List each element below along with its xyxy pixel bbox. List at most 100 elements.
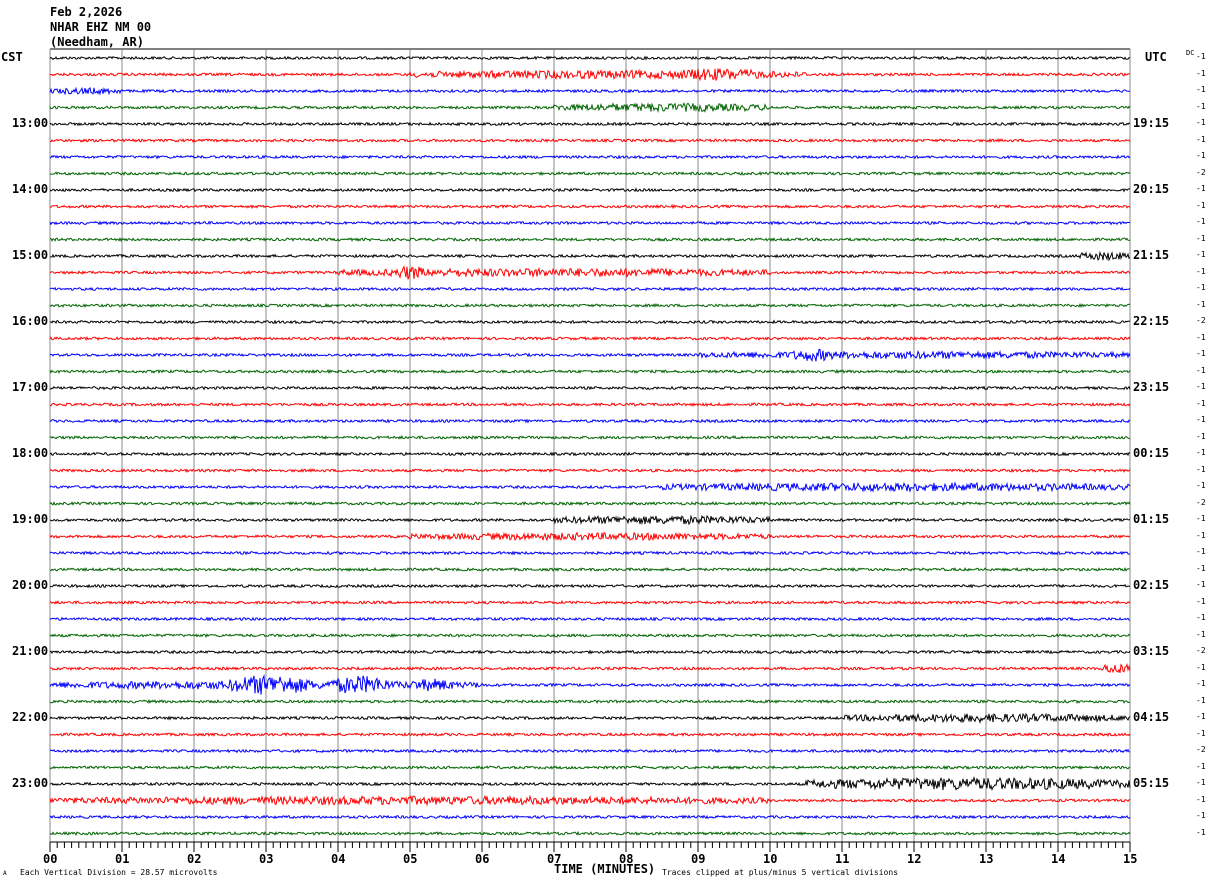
dc-offset-label: -1 [1196, 481, 1206, 490]
dc-offset-label: -2 [1196, 497, 1206, 507]
dc-offset-label: -1 [1196, 134, 1206, 144]
dc-offset-label: -1 [1196, 266, 1206, 276]
dc-offset-label: -1 [1196, 629, 1206, 639]
dc-offset-label: -1 [1196, 662, 1206, 672]
seismic-trace [49, 698, 1131, 705]
seismic-trace [49, 748, 1131, 754]
seismic-trace [49, 632, 1131, 639]
seismic-trace [49, 435, 1131, 440]
dc-offset-label: -1 [1196, 431, 1206, 441]
x-tick-label: 11 [835, 852, 850, 866]
left-hour-label: 17:00 [12, 380, 49, 394]
dc-offset-label: -1 [1196, 332, 1206, 342]
left-hour-label: 15:00 [12, 248, 49, 262]
seismic-trace [49, 368, 1131, 375]
dc-offset-label: -1 [1196, 349, 1206, 358]
dc-offset-label: -1 [1196, 464, 1206, 474]
seismic-trace [49, 550, 1130, 556]
seismic-trace [49, 712, 1131, 724]
dc-offset-label: -1 [1196, 52, 1206, 61]
seismic-trace [49, 265, 1131, 280]
seismic-trace [50, 514, 1131, 526]
scale-note: Each Vertical Division = 28.57 microvolt… [20, 868, 218, 877]
x-tick-label: 09 [691, 852, 706, 866]
seismic-trace [49, 203, 1131, 210]
dc-offset-label: -1 [1196, 679, 1206, 688]
seismic-trace [49, 467, 1131, 474]
right-hour-label: 04:15 [1133, 710, 1170, 724]
seismic-trace [49, 649, 1131, 655]
corner-mark: A [3, 870, 7, 877]
dc-offset-label: -1 [1196, 596, 1206, 606]
seismic-trace [49, 220, 1131, 226]
x-axis-title: TIME (MINUTES) [554, 862, 656, 876]
seismic-trace [49, 500, 1131, 506]
dc-offset-label: -2 [1196, 316, 1206, 325]
right-hour-label: 00:15 [1133, 446, 1170, 460]
dc-offset-label: -2 [1196, 745, 1206, 754]
dc-offset-label: -1 [1196, 794, 1206, 804]
seismic-trace [49, 451, 1131, 457]
x-tick-label: 00 [43, 852, 58, 866]
left-hour-label: 21:00 [12, 644, 49, 658]
dc-offset-label: -1 [1196, 811, 1206, 820]
seismic-trace [49, 674, 1131, 695]
dc-offset-label: -1 [1196, 547, 1206, 556]
x-tick-label: 15 [1123, 852, 1138, 866]
right-hour-label: 23:15 [1133, 380, 1170, 394]
seismic-trace [49, 776, 1131, 792]
seismic-trace [49, 566, 1131, 573]
seismic-trace [49, 385, 1131, 391]
dc-offset-label: -1 [1196, 233, 1206, 243]
left-timezone: CST [1, 50, 23, 64]
x-tick-label: 10 [763, 852, 778, 866]
dc-offset-label: -1 [1196, 398, 1206, 408]
left-hour-label: 20:00 [12, 578, 49, 592]
date-label: Feb 2,2026 [50, 5, 123, 19]
seismic-trace [49, 187, 1131, 193]
seismic-trace [49, 236, 1131, 243]
right-hour-label: 21:15 [1133, 248, 1170, 262]
dc-offset-label: -1 [1196, 761, 1206, 771]
seismic-trace [49, 481, 1131, 493]
seismic-trace [49, 731, 1131, 738]
seismic-trace [49, 55, 1131, 61]
dc-offset-label: -1 [1196, 514, 1206, 523]
seismic-trace [49, 335, 1131, 342]
seismic-trace [49, 348, 1131, 362]
dc-offset-label: -2 [1196, 646, 1206, 655]
left-hour-label: 16:00 [12, 314, 49, 328]
right-hour-label: 01:15 [1133, 512, 1170, 526]
dc-offset-label: -1 [1196, 217, 1206, 226]
seismic-trace [49, 102, 1131, 113]
x-tick-label: 14 [1051, 852, 1066, 866]
dc-offset-label: -1 [1196, 778, 1206, 787]
seismic-trace [49, 68, 1131, 82]
seismic-trace [49, 418, 1131, 424]
dc-offset-label: -1 [1196, 415, 1206, 424]
x-tick-label: 05 [403, 852, 418, 866]
seismic-trace [49, 814, 1131, 820]
right-hour-label: 05:15 [1133, 776, 1170, 790]
dc-offset-label: -1 [1196, 365, 1206, 375]
right-hour-label: 03:15 [1133, 644, 1170, 658]
dc-offset-label: -1 [1196, 728, 1206, 738]
seismic-trace [49, 138, 1131, 143]
dc-offset-label: -1 [1196, 695, 1206, 705]
dc-offset-label: -1 [1196, 184, 1206, 193]
x-tick-label: 02 [187, 852, 202, 866]
seismic-trace [49, 319, 1131, 325]
seismic-trace [49, 616, 1131, 622]
dc-offset-label: -1 [1196, 101, 1206, 111]
right-hour-label: 20:15 [1133, 182, 1170, 196]
dc-label: DC [1186, 49, 1195, 57]
seismic-trace [49, 830, 1131, 837]
dc-offset-label: -1 [1196, 382, 1206, 391]
seismic-trace [49, 765, 1131, 771]
dc-offset-label: -1 [1196, 118, 1206, 127]
dc-offset-label: -1 [1196, 200, 1206, 210]
seismic-trace [49, 302, 1131, 309]
dc-offset-label: -1 [1196, 712, 1206, 721]
seismic-trace [49, 121, 1131, 127]
left-hour-label: 22:00 [12, 710, 49, 724]
